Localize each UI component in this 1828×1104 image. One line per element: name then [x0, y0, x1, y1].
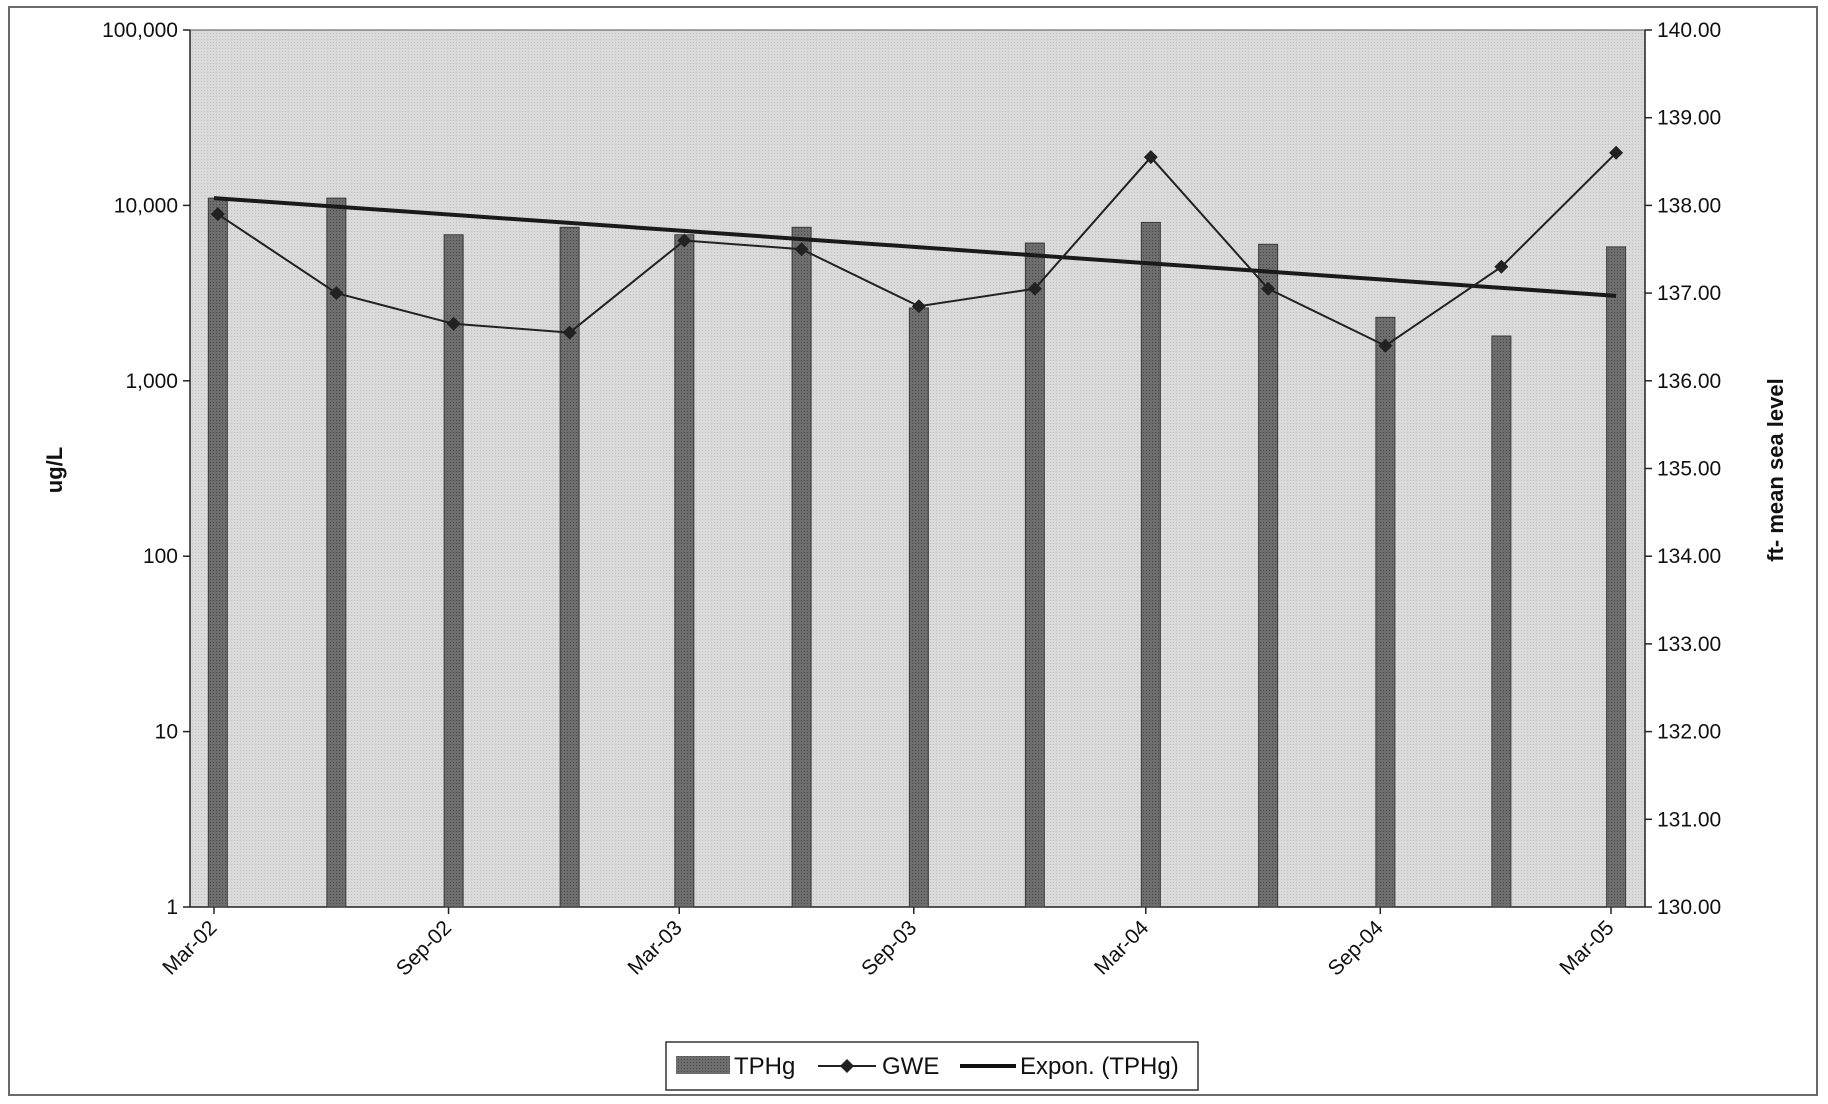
right-tick-label: 137.00 — [1657, 282, 1721, 305]
x-tick-label: Sep-02 — [392, 916, 456, 980]
gwe-marker — [446, 316, 461, 331]
right-tick-label: 130.00 — [1657, 896, 1721, 919]
right-tick-label: 139.00 — [1657, 107, 1721, 130]
legend-tphg-label: TPHg — [734, 1053, 795, 1080]
tphg-bar — [326, 197, 347, 908]
right-tick-label: 136.00 — [1657, 370, 1721, 393]
x-axis: Mar-02 Sep-02 Mar-03 Sep-03 Mar-04 Sep-04 Mar-… — [158, 906, 1645, 980]
gwe-marker — [1261, 281, 1276, 296]
right-tick-label: 134.00 — [1657, 545, 1721, 568]
trendline-layer — [213, 196, 1617, 298]
right-tick-label: 131.00 — [1657, 808, 1721, 831]
right-axis: 130.00 131.00 132.00 133.00 134.00 135.00 136.… — [1644, 19, 1721, 919]
gwe-line-layer — [210, 145, 1624, 353]
legend-tphg-swatch — [676, 1056, 730, 1074]
chart-frame — [8, 6, 1818, 1096]
left-tick-label: 10,000 — [114, 194, 178, 217]
x-tick-label: Sep-03 — [857, 916, 921, 980]
x-tick-label: Mar-02 — [158, 916, 221, 979]
legend-trend-label: Expon. (TPHg) — [1020, 1053, 1179, 1080]
gwe-marker — [1378, 338, 1393, 353]
left-axis-title: ug/L — [42, 447, 67, 493]
gwe-marker — [210, 207, 225, 222]
left-tick-label: 100,000 — [102, 19, 178, 42]
tphg-bar — [1491, 335, 1512, 908]
x-tick-label: Sep-04 — [1324, 916, 1388, 980]
right-tick-label: 133.00 — [1657, 633, 1721, 656]
right-tick-label: 140.00 — [1657, 19, 1721, 42]
right-tick-label: 135.00 — [1657, 458, 1721, 481]
gwe-marker — [677, 233, 692, 248]
left-tick-label: 1,000 — [125, 370, 178, 393]
tphg-bar — [443, 234, 464, 908]
gwe-marker — [329, 286, 344, 301]
tphg-bars — [207, 197, 1627, 908]
left-tick-label: 1 — [166, 896, 178, 919]
gwe-marker — [1143, 150, 1158, 165]
tphg-bar — [1375, 316, 1396, 908]
legend: TPHg GWE Expon. (TPHg) — [665, 1041, 1199, 1091]
tphg-bar — [1606, 246, 1627, 908]
gwe-marker — [911, 299, 926, 314]
tphg-bar — [674, 234, 695, 908]
legend-box — [665, 1041, 1199, 1091]
left-axis: 1 10 100 1,000 10,000 100,000 — [102, 19, 191, 919]
tphg-bar — [908, 307, 929, 908]
x-tick-label: Mar-03 — [623, 916, 686, 979]
tphg-bar — [1140, 221, 1161, 908]
x-tick-label: Mar-04 — [1090, 916, 1154, 980]
tphg-bar — [791, 226, 812, 908]
left-tick-label: 100 — [143, 545, 178, 568]
legend-gwe-label: GWE — [882, 1053, 939, 1080]
right-tick-label: 138.00 — [1657, 194, 1721, 217]
legend-gwe-marker — [840, 1059, 854, 1073]
tphg-bar — [1258, 243, 1279, 908]
left-tick-label: 10 — [155, 721, 178, 744]
expon-trendline — [213, 196, 1617, 298]
gwe-marker — [1609, 145, 1624, 160]
tphg-bar — [1024, 242, 1045, 908]
gwe-marker — [1027, 281, 1042, 296]
right-axis-title: ft- mean sea level — [1763, 378, 1788, 561]
x-tick-label: Mar-05 — [1555, 916, 1618, 979]
gwe-marker — [794, 242, 809, 257]
tphg-bar — [207, 197, 228, 908]
tphg-bar — [559, 226, 580, 908]
gwe-marker — [562, 325, 577, 340]
gwe-marker — [1494, 259, 1509, 274]
right-tick-label: 132.00 — [1657, 721, 1721, 744]
